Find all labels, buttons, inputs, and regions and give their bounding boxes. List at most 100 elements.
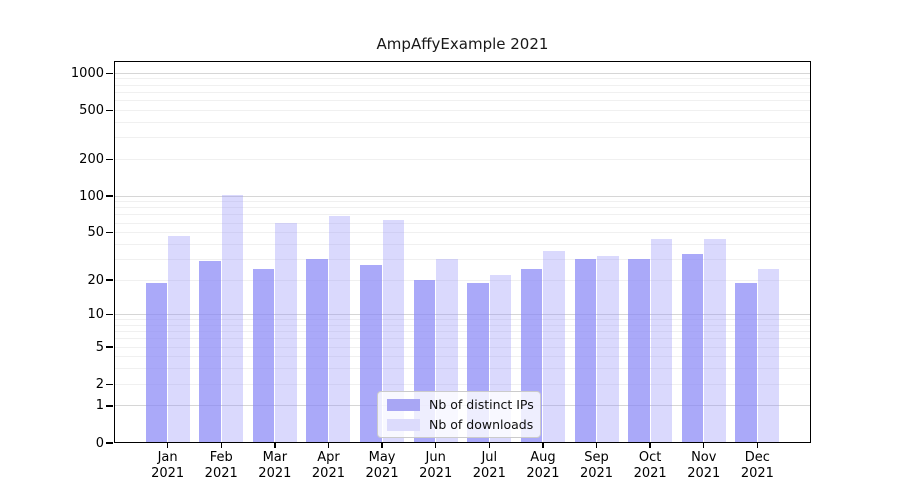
bar-downloads-apr-2021 (328, 216, 351, 443)
gridline-minor-4 (114, 356, 811, 358)
y-tick-label-0: 0 (95, 435, 104, 451)
y-tick-200 (106, 158, 113, 160)
x-tick-label-jun-2021: Jun 2021 (419, 450, 453, 481)
bar-downloads-jan-2021 (168, 235, 190, 443)
gridline-major-10 (114, 314, 811, 316)
gridline-minor-200 (114, 158, 811, 160)
gridline-minor-6 (114, 338, 811, 340)
bar-distinct-ips-apr-2021 (306, 259, 328, 443)
bar-distinct-ips-dec-2021 (735, 282, 757, 443)
y-tick-label-50: 50 (87, 225, 104, 241)
bar-distinct-ips-jan-2021 (145, 282, 168, 443)
gridline-minor-7 (114, 331, 811, 333)
bar-distinct-ips-sep-2021 (574, 259, 597, 443)
y-tick-10 (106, 314, 113, 316)
x-tick-label-jul-2021: Jul 2021 (472, 450, 506, 481)
plot-area (114, 61, 811, 443)
x-tick-may-2021 (381, 443, 383, 448)
y-tick-label-100: 100 (79, 188, 104, 204)
x-tick-label-jan-2021: Jan 2021 (151, 450, 185, 481)
x-tick-label-feb-2021: Feb 2021 (204, 450, 238, 481)
x-tick-dec-2021 (756, 443, 759, 448)
x-tick-label-nov-2021: Nov 2021 (687, 450, 721, 481)
legend-label-distinct-ips: Nb of distinct IPs (429, 397, 534, 412)
gridline-major-100 (114, 195, 811, 197)
y-tick-1 (106, 405, 113, 407)
x-tick-label-apr-2021: Apr 2021 (311, 450, 345, 481)
bar-distinct-ips-oct-2021 (628, 259, 650, 443)
x-tick-sep-2021 (595, 443, 598, 448)
x-tick-nov-2021 (703, 443, 705, 448)
gridline-minor-20 (114, 279, 811, 281)
gridline-minor-900 (114, 78, 811, 80)
gridline-minor-300 (114, 137, 811, 139)
legend-swatch-distinct-ips (387, 398, 420, 411)
x-tick-oct-2021 (649, 443, 651, 448)
gridline-minor-30 (114, 258, 811, 260)
y-tick-50 (106, 231, 113, 234)
bar-downloads-dec-2021 (757, 268, 780, 443)
x-tick-jan-2021 (166, 443, 169, 448)
y-tick-label-500: 500 (79, 102, 104, 118)
y-tick-label-2: 2 (95, 376, 104, 392)
y-tick-2 (106, 383, 113, 385)
bar-distinct-ips-mar-2021 (252, 268, 275, 443)
legend-item-distinct-ips: Nb of distinct IPs (387, 397, 534, 412)
gridline-minor-3 (114, 368, 811, 370)
gridline-major-1000 (114, 72, 811, 74)
gridline-minor-8 (114, 324, 811, 326)
x-tick-jun-2021 (434, 443, 437, 448)
bar-downloads-feb-2021 (221, 194, 244, 443)
bar-distinct-ips-feb-2021 (199, 261, 221, 443)
x-tick-mar-2021 (274, 443, 276, 448)
bar-distinct-ips-nov-2021 (681, 254, 704, 443)
x-tick-label-mar-2021: Mar 2021 (258, 450, 292, 481)
y-tick-1000 (106, 72, 113, 75)
x-tick-label-dec-2021: Dec 2021 (740, 450, 774, 481)
gridline-minor-70 (114, 214, 811, 216)
x-tick-label-sep-2021: Sep 2021 (579, 450, 614, 481)
legend-label-downloads: Nb of downloads (429, 417, 534, 432)
gridline-minor-60 (114, 222, 811, 224)
x-tick-aug-2021 (542, 443, 544, 448)
gridline-minor-600 (114, 100, 811, 102)
y-tick-label-200: 200 (79, 151, 104, 167)
y-tick-label-1000: 1000 (70, 65, 104, 81)
gridline-minor-500 (114, 109, 811, 111)
bar-distinct-ips-may-2021 (360, 264, 382, 443)
legend-item-downloads: Nb of downloads (387, 417, 534, 432)
chart-title: AmpAffyExample 2021 (376, 35, 549, 53)
x-tick-jul-2021 (488, 443, 490, 448)
gridline-minor-400 (114, 121, 811, 123)
y-tick-label-20: 20 (87, 272, 104, 288)
bar-downloads-mar-2021 (275, 223, 297, 443)
legend-swatch-downloads (387, 418, 420, 431)
gridline-minor-700 (114, 91, 811, 93)
gridline-minor-80 (114, 207, 811, 209)
y-tick-500 (106, 109, 113, 112)
gridline-minor-2 (114, 383, 811, 385)
gridline-minor-9 (114, 319, 811, 321)
bar-downloads-aug-2021 (543, 251, 565, 443)
gridline-minor-800 (114, 84, 811, 86)
y-tick-0 (106, 442, 113, 444)
gridline-minor-50 (114, 232, 811, 234)
gridline-minor-90 (114, 201, 811, 203)
x-tick-feb-2021 (220, 443, 222, 448)
bar-downloads-nov-2021 (704, 239, 726, 443)
bar-downloads-oct-2021 (650, 239, 673, 443)
x-tick-label-may-2021: May 2021 (365, 450, 399, 481)
gridline-minor-40 (114, 243, 811, 245)
legend: Nb of distinct IPs Nb of downloads (377, 391, 541, 438)
bar-downloads-sep-2021 (597, 255, 619, 443)
y-tick-5 (106, 346, 113, 348)
x-tick-label-aug-2021: Aug 2021 (526, 450, 560, 481)
y-tick-100 (106, 195, 113, 197)
y-tick-label-1: 1 (95, 398, 104, 414)
y-tick-label-5: 5 (95, 339, 104, 355)
y-tick-20 (106, 279, 113, 281)
gridline-minor-5 (114, 346, 811, 348)
y-tick-label-10: 10 (87, 307, 104, 323)
bar-downloads-may-2021 (382, 220, 405, 443)
